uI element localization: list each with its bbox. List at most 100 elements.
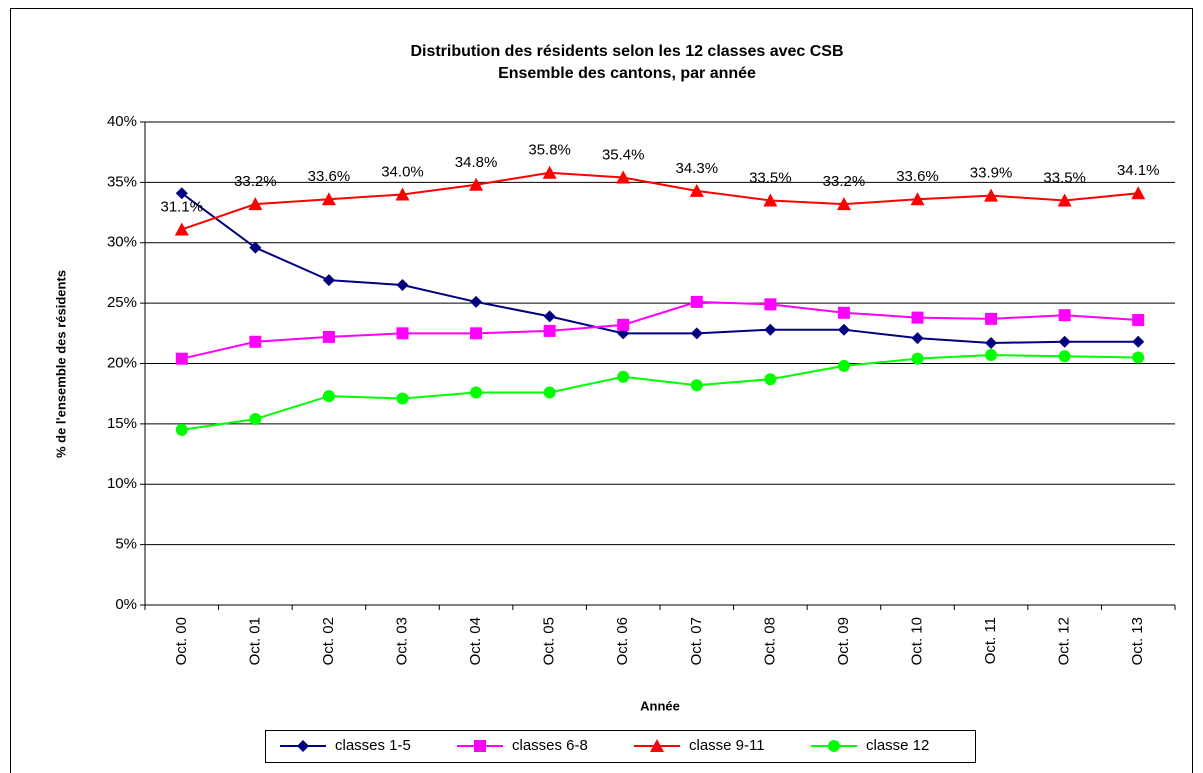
data-label: 33.5% [749, 169, 792, 186]
legend-label: classe 9-11 [689, 737, 765, 754]
data-label: 33.6% [308, 168, 351, 185]
y-tick-label: 5% [115, 536, 137, 553]
marker [617, 370, 630, 383]
x-tick-label: Oct. 12 [1056, 617, 1073, 665]
marker [617, 318, 630, 331]
marker [764, 298, 777, 311]
marker [837, 306, 850, 319]
chart-title: Distribution des résidents selon les 12 … [410, 43, 843, 60]
marker [297, 740, 309, 752]
marker [1057, 193, 1072, 207]
series-line [181, 354, 1139, 431]
marker [690, 379, 703, 392]
x-tick-label: Oct. 02 [320, 617, 337, 665]
data-label: 31.1% [161, 198, 204, 215]
marker [322, 274, 335, 287]
chart-subtitle: Ensemble des cantons, par année [498, 65, 756, 82]
x-tick-label: Oct. 09 [835, 617, 852, 665]
y-tick-label: 25% [107, 294, 137, 311]
marker [543, 386, 556, 399]
marker [1058, 335, 1071, 348]
marker [828, 740, 840, 752]
marker [1058, 309, 1071, 322]
data-label: 35.8% [528, 142, 571, 159]
legend-label: classe 12 [866, 737, 929, 754]
y-tick-label: 35% [107, 173, 137, 190]
x-tick-label: Oct. 01 [246, 617, 263, 665]
marker [1132, 314, 1145, 327]
marker [248, 197, 263, 211]
marker [469, 177, 484, 191]
x-tick-label: Oct. 10 [908, 617, 925, 665]
y-tick-label: 15% [107, 415, 137, 432]
x-tick-label: Oct. 13 [1129, 617, 1146, 665]
y-tick-label: 20% [107, 354, 137, 371]
marker [175, 423, 188, 436]
marker [690, 295, 703, 308]
marker [650, 739, 664, 752]
marker [396, 327, 409, 340]
marker [1131, 186, 1146, 200]
marker [175, 187, 188, 200]
marker [764, 373, 777, 386]
y-tick-label: 10% [107, 475, 137, 492]
marker [543, 310, 556, 323]
series-line [181, 192, 1139, 344]
x-tick-label: Oct. 11 [982, 617, 999, 664]
marker [616, 170, 631, 184]
marker [689, 183, 704, 197]
marker [474, 740, 486, 752]
marker [321, 192, 336, 206]
y-tick-label: 30% [107, 234, 137, 251]
marker [911, 311, 924, 324]
marker [322, 390, 335, 403]
marker [836, 197, 851, 211]
marker [174, 222, 189, 236]
data-label: 33.5% [1043, 169, 1086, 186]
data-label: 33.6% [896, 168, 939, 185]
marker [249, 335, 262, 348]
y-tick-label: 40% [107, 113, 137, 130]
marker [249, 413, 262, 426]
marker [911, 352, 924, 365]
marker [396, 279, 409, 292]
y-axis-title: % de l'ensemble des résidents [53, 270, 68, 458]
data-label: 34.1% [1117, 162, 1160, 179]
data-label: 34.0% [381, 163, 424, 180]
marker [175, 352, 188, 365]
marker [837, 359, 850, 372]
data-label: 34.3% [676, 160, 719, 177]
marker [470, 327, 483, 340]
series-line [181, 171, 1139, 231]
marker [763, 193, 778, 207]
marker [764, 323, 777, 336]
chart-border [10, 8, 1193, 773]
x-axis-title: Année [640, 698, 680, 713]
x-tick-label: Oct. 04 [467, 617, 484, 665]
marker [837, 323, 850, 336]
legend-label: classes 6-8 [512, 737, 588, 754]
marker [322, 330, 335, 343]
marker [690, 327, 703, 340]
marker [1058, 350, 1071, 363]
marker [985, 312, 998, 325]
marker [985, 349, 998, 362]
marker [984, 188, 999, 202]
marker [1132, 335, 1145, 348]
marker [470, 295, 483, 308]
x-tick-label: Oct. 08 [761, 617, 778, 665]
x-tick-label: Oct. 00 [173, 617, 190, 665]
x-tick-label: Oct. 06 [614, 617, 631, 665]
marker [1132, 351, 1145, 364]
data-label: 33.2% [234, 173, 277, 190]
data-label: 33.9% [970, 165, 1013, 182]
marker [395, 187, 410, 201]
legend-box [265, 730, 976, 763]
marker [543, 324, 556, 337]
marker [470, 386, 483, 399]
data-label: 33.2% [823, 173, 866, 190]
legend-label: classes 1-5 [335, 737, 411, 754]
data-label: 34.8% [455, 154, 498, 171]
marker [910, 192, 925, 206]
